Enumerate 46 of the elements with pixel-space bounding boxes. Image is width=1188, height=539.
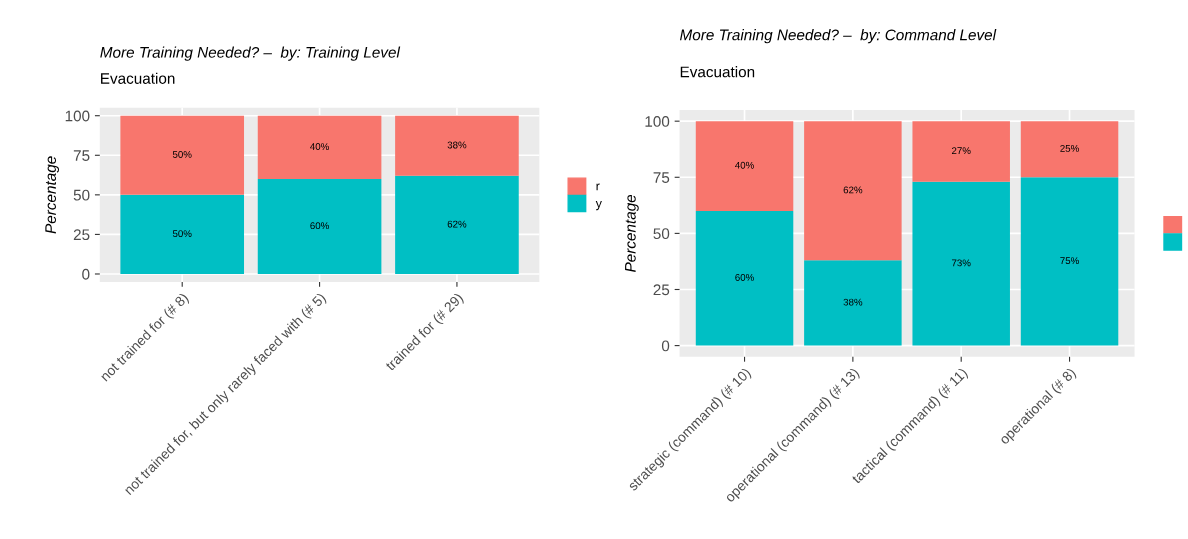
data-label: 38% [843, 298, 863, 306]
data-label: 50% [172, 230, 192, 238]
bar [120, 194, 245, 274]
chart-subtitle: Evacuation [101, 72, 175, 84]
y-tick-label: 0 [661, 340, 670, 352]
bar [257, 179, 382, 274]
data-label: 40% [735, 161, 754, 169]
data-label: 60% [310, 222, 329, 230]
data-label: 75% [1060, 257, 1079, 265]
bar [912, 121, 1010, 182]
y-tick-label: 50 [653, 228, 670, 240]
data-label: 73% [951, 259, 971, 267]
bar [912, 181, 1010, 346]
y-axis-title: Percentage [625, 194, 639, 272]
y-tick-label: 0 [82, 268, 90, 280]
bar [804, 260, 902, 346]
y-tick-label: 100 [645, 116, 670, 127]
data-label: 27% [951, 147, 971, 155]
bar [395, 115, 519, 176]
y-tick-label: 50 [73, 189, 90, 201]
bar [695, 121, 794, 211]
chart-title: More Training Needed? – by: Training Level [100, 46, 401, 61]
y-tick-label: 75 [73, 150, 90, 161]
bar [804, 121, 902, 261]
legend-label: y [595, 200, 602, 211]
data-label: 62% [843, 186, 863, 194]
bar [120, 115, 245, 195]
data-label: 38% [447, 141, 467, 149]
bar [395, 175, 519, 274]
legend-label: r [596, 183, 600, 191]
bar [1020, 121, 1119, 178]
y-tick-label: 100 [65, 110, 90, 122]
bar [257, 115, 382, 180]
chart-title: More Training Needed? – by: Command Level [680, 29, 997, 44]
data-label: 60% [735, 274, 754, 281]
data-label: 25% [1060, 144, 1079, 152]
bar [695, 210, 794, 346]
y-tick-label: 25 [653, 284, 670, 296]
data-label: 40% [310, 143, 329, 150]
chart-subtitle: Evacuation [680, 66, 755, 78]
y-axis-title: Percentage [45, 156, 60, 234]
data-label: 50% [172, 151, 192, 158]
bar [1020, 177, 1119, 346]
y-tick-label: 25 [73, 229, 90, 241]
data-label: 62% [447, 220, 467, 228]
y-tick-label: 75 [653, 172, 670, 183]
